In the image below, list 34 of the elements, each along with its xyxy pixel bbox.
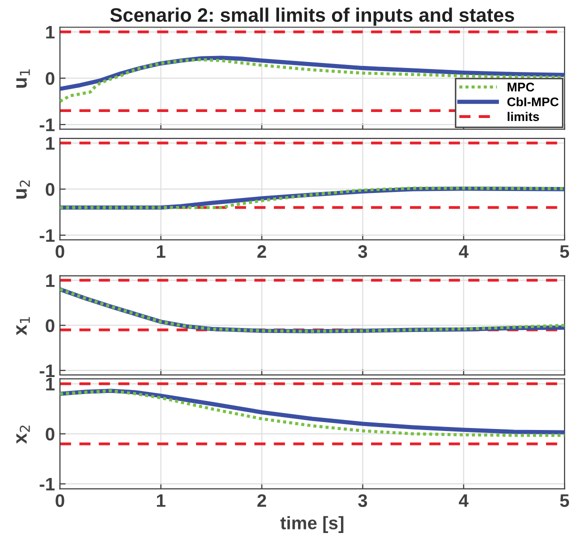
x-tick-label: 1 (156, 245, 166, 258)
y-tick-label: 1 (46, 137, 55, 150)
x-tick-label: 0 (56, 245, 64, 258)
line-series (60, 56, 565, 91)
y-tick-label: 0 (46, 183, 54, 196)
x-tick-label: 2 (257, 245, 266, 258)
x-tick-label: 4 (458, 494, 469, 507)
x-tick-label: 2 (257, 494, 266, 507)
y-tick-label: -1 (40, 364, 55, 377)
y-tick-label: -1 (40, 229, 55, 242)
y-tick-label: -1 (40, 478, 55, 490)
y-tick-label: 1 (46, 378, 55, 390)
x-tick-label: 4 (458, 245, 469, 258)
y-axis-title: u$_{2}$ (16, 180, 30, 199)
chart-title: Scenario 2: small limits of inputs and states (110, 8, 514, 26)
x-tick-label: 5 (560, 494, 570, 507)
legend-label: MPC (508, 82, 534, 92)
x-tick-label: 3 (358, 245, 368, 258)
y-tick-label: 1 (46, 26, 55, 38)
x-axis-title: time [s] (280, 516, 344, 533)
y-axis-title: x$_{2}$ (16, 426, 30, 444)
x-tick-label: 3 (358, 494, 368, 508)
y-axis-title: u$_{1}$ (16, 69, 30, 88)
legend-label: limits (508, 112, 539, 122)
x-tick-label: 5 (560, 245, 570, 258)
x-tick-label: 1 (156, 494, 166, 507)
y-axis-title: x$_{1}$ (16, 317, 30, 336)
y-tick-label: 1 (46, 274, 55, 287)
y-tick-label: 0 (46, 428, 54, 441)
legend-label: CbI-MPC (507, 97, 559, 106)
x-tick-label: 0 (56, 494, 64, 507)
y-tick-label: -1 (40, 118, 55, 132)
y-tick-label: 0 (46, 72, 54, 85)
y-tick-label: 0 (46, 319, 54, 332)
